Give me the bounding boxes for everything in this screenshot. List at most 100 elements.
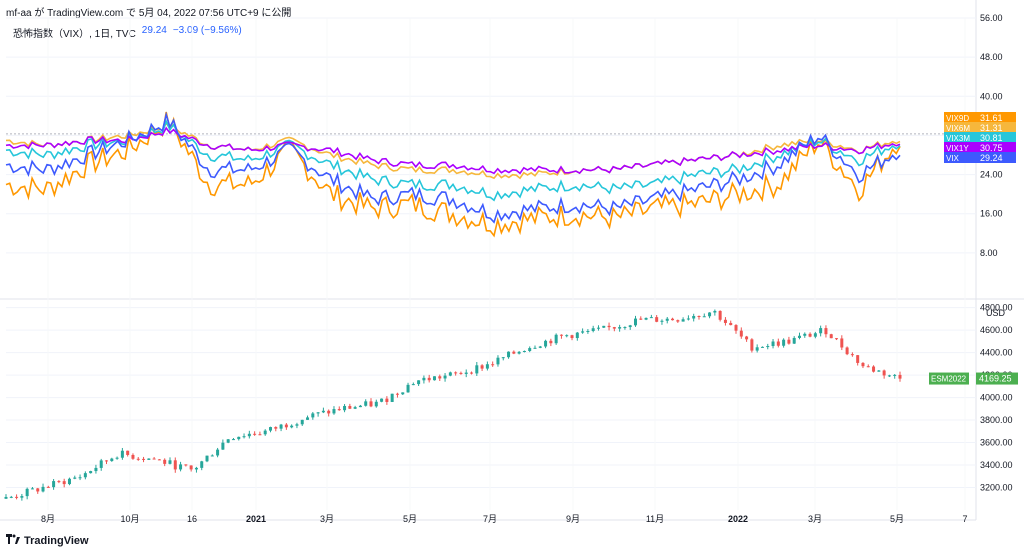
candle-body [147,458,151,460]
series-tag-name: VIX [946,154,960,163]
candle-body [686,318,690,320]
candle-body [385,398,389,402]
candle-body [517,351,521,354]
y-tick-label: 8.00 [980,248,998,258]
candle-body [480,365,484,369]
candle-body [522,350,526,352]
candle-body [73,477,77,479]
candle-body [528,348,532,351]
symbol-value: 29.24 [141,25,167,36]
y-tick-label: 3200.00 [980,483,1013,493]
candle-body [136,458,140,460]
candle-body [173,460,177,470]
last-price-tag [976,372,1018,385]
x-tick-label: 16 [187,514,197,524]
candle-body [612,327,616,329]
series-tag-name: VIX1Y [946,144,969,153]
series-line-vix3m [5,119,901,202]
candle-body [723,319,727,323]
y-tick-label: 56.00 [980,13,1003,23]
candle-body [189,465,193,470]
candle-body [644,317,648,320]
candle-body [708,312,712,317]
candle-body [411,384,415,386]
candle-body [62,481,66,485]
candle-body [205,455,209,462]
candle-body [639,318,643,320]
series-value-label: 30.75 [980,143,1003,153]
candle-body [750,339,754,351]
brand-name: TradingView [24,534,89,547]
candle-body [41,486,45,492]
candle-body [36,488,40,492]
candle-body [30,488,34,490]
x-tick-label: 3月 [808,514,822,524]
candle-body [491,364,495,366]
y-tick-label: 3400.00 [980,460,1013,470]
candle-body [649,317,653,319]
candle-body [745,336,749,340]
candle-body [544,340,548,347]
candle-body [713,310,717,313]
candle-body [507,351,511,358]
candle-body [581,331,585,333]
candle-body [311,413,315,418]
series-value-label: 31.31 [980,123,1003,133]
candle-body [263,430,267,435]
y-tick-label: 3800.00 [980,415,1013,425]
candle-body [179,464,183,470]
candle-body [200,461,204,468]
candle-body [782,339,786,346]
candle-body [25,488,29,497]
candle-body [575,332,579,339]
candle-body [739,330,743,337]
candle-body [856,355,860,363]
candle-body [210,455,214,457]
series-line-vix1y [5,126,901,175]
candle-body [94,467,98,472]
candle-body [570,335,574,339]
x-tick-label: 11月 [646,514,664,524]
candle-body [538,346,542,348]
candle-body [792,337,796,344]
candle-body [78,477,82,479]
series-value-tag [976,142,1016,153]
candle-body [697,315,701,317]
candle-body [221,442,225,450]
last-price-value: 4169.25 [979,374,1012,384]
candle-body [247,433,251,437]
candle-body [306,417,310,420]
series-value-label: 29.24 [980,153,1003,163]
series-tag-name: VIX6M [946,124,970,133]
series-tag-name: VIX9D [946,114,969,123]
candle-body [438,376,442,379]
candle-body [157,459,161,461]
candle-body [665,318,669,321]
candle-body [295,424,299,426]
x-tick-label: 9月 [566,514,580,524]
candle-body [634,318,638,326]
candle-body [459,372,463,374]
x-tick-label: 10月 [120,514,139,524]
y-tick-label: 4000.00 [980,393,1013,403]
candle-body [274,427,278,429]
candle-body [20,496,24,498]
candle-body [417,380,421,385]
candle-body [83,473,87,478]
candle-body [57,481,61,483]
candle-body [242,436,246,438]
candle-body [559,334,563,336]
x-tick-label: 3月 [320,514,334,524]
tradingview-logo-icon [6,534,20,547]
candle-body [300,419,304,425]
y-tick-label: 4800.00 [980,303,1013,313]
candle-body [660,320,664,322]
candle-body [9,496,13,498]
candle-body [607,325,611,328]
candle-body [485,364,489,369]
candle-body [4,496,8,499]
candle-body [618,327,622,329]
candle-body [464,372,468,374]
candle-body [549,340,553,344]
candle-body [475,365,479,374]
